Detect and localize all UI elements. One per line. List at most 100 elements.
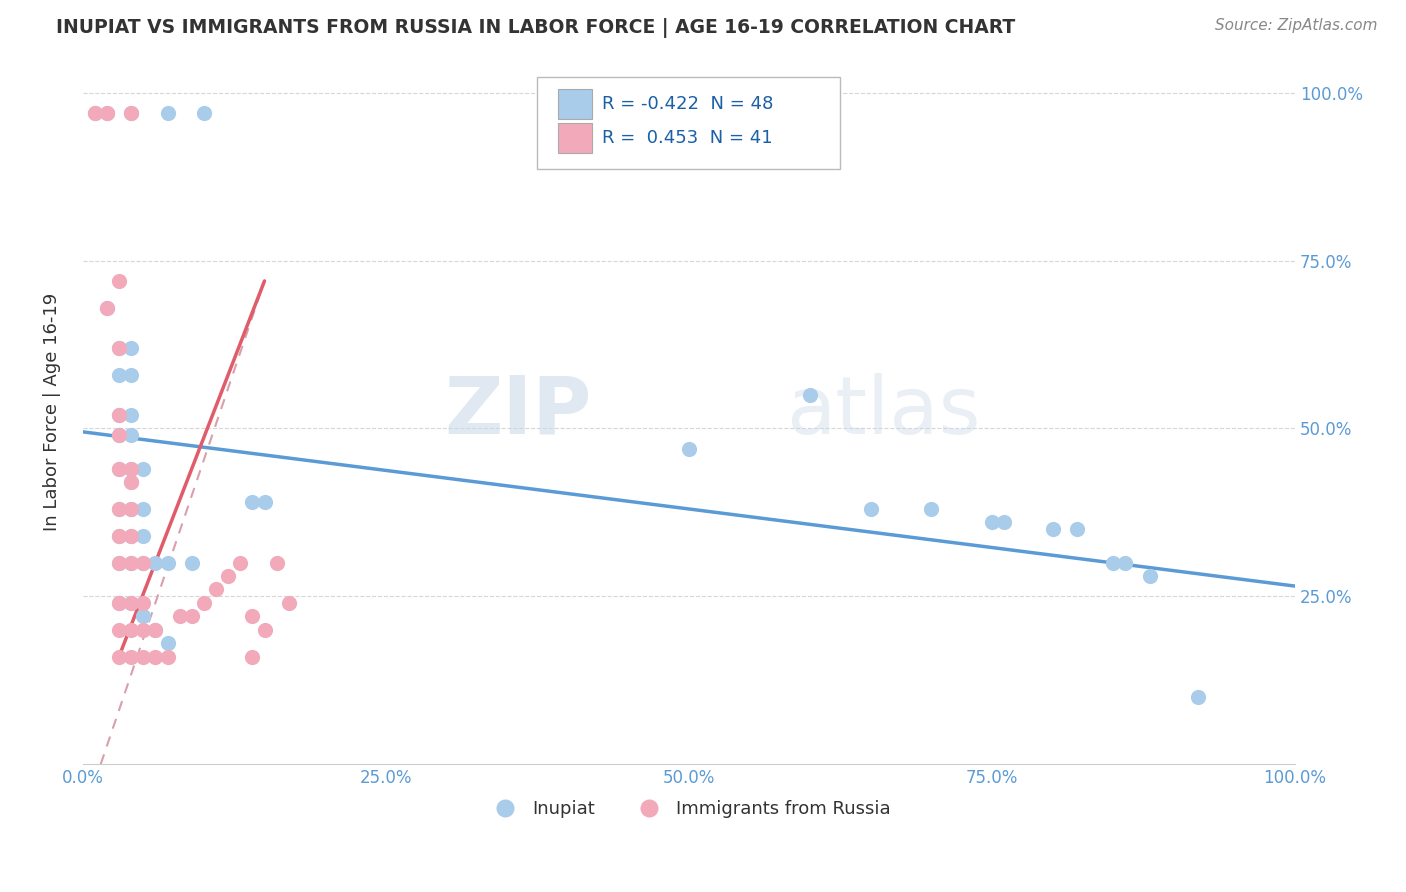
Point <box>169 609 191 624</box>
Point <box>120 556 142 570</box>
Point <box>83 106 105 120</box>
Text: R = -0.422  N = 48: R = -0.422 N = 48 <box>602 95 773 113</box>
Point <box>217 569 239 583</box>
FancyBboxPatch shape <box>537 78 841 169</box>
FancyBboxPatch shape <box>558 89 592 119</box>
Legend: Inupiat, Immigrants from Russia: Inupiat, Immigrants from Russia <box>479 793 898 825</box>
Point <box>1066 522 1088 536</box>
Y-axis label: In Labor Force | Age 16-19: In Labor Force | Age 16-19 <box>44 293 60 531</box>
Text: INUPIAT VS IMMIGRANTS FROM RUSSIA IN LABOR FORCE | AGE 16-19 CORRELATION CHART: INUPIAT VS IMMIGRANTS FROM RUSSIA IN LAB… <box>56 18 1015 37</box>
Point <box>96 301 118 315</box>
Point <box>859 502 882 516</box>
Point <box>277 596 299 610</box>
Point <box>1042 522 1064 536</box>
Point <box>83 106 105 120</box>
Point <box>108 428 131 442</box>
Point <box>108 529 131 543</box>
Point <box>108 649 131 664</box>
Point <box>120 529 142 543</box>
Point <box>132 556 155 570</box>
Point <box>180 556 202 570</box>
Point <box>920 502 942 516</box>
Point <box>120 502 142 516</box>
Point <box>156 106 179 120</box>
Point <box>193 106 215 120</box>
Point <box>108 556 131 570</box>
Point <box>132 529 155 543</box>
Point <box>120 475 142 490</box>
Point <box>205 582 228 597</box>
Point <box>120 461 142 475</box>
Point <box>120 596 142 610</box>
Point <box>132 623 155 637</box>
Point <box>193 596 215 610</box>
Point <box>96 301 118 315</box>
Text: Source: ZipAtlas.com: Source: ZipAtlas.com <box>1215 18 1378 33</box>
Point <box>108 461 131 475</box>
Point <box>108 623 131 637</box>
Point <box>120 428 142 442</box>
Point <box>132 649 155 664</box>
Point <box>1187 690 1209 704</box>
Point <box>120 368 142 382</box>
Point <box>108 368 131 382</box>
Point <box>108 408 131 422</box>
Point <box>980 516 1002 530</box>
Point <box>120 529 142 543</box>
Point <box>1114 556 1136 570</box>
Point <box>108 502 131 516</box>
Point <box>120 341 142 355</box>
Point <box>180 609 202 624</box>
Point <box>120 106 142 120</box>
Point <box>266 556 288 570</box>
Point <box>253 623 276 637</box>
Point <box>108 341 131 355</box>
Point <box>108 529 131 543</box>
Point <box>132 556 155 570</box>
Point <box>156 636 179 650</box>
Point <box>108 502 131 516</box>
Point <box>156 556 179 570</box>
Point <box>108 556 131 570</box>
FancyBboxPatch shape <box>558 123 592 153</box>
Point <box>253 495 276 509</box>
Point <box>120 461 142 475</box>
Point <box>242 495 264 509</box>
Point <box>145 623 167 637</box>
Point <box>145 649 167 664</box>
Point <box>96 106 118 120</box>
Point <box>120 502 142 516</box>
Point <box>108 408 131 422</box>
Text: ZIP: ZIP <box>444 373 592 450</box>
Point <box>120 596 142 610</box>
Point <box>678 442 700 456</box>
Point <box>229 556 252 570</box>
Point <box>132 502 155 516</box>
Point <box>108 274 131 288</box>
Point <box>108 596 131 610</box>
Point <box>120 475 142 490</box>
Point <box>156 649 179 664</box>
Point <box>108 461 131 475</box>
Point <box>108 596 131 610</box>
Point <box>120 408 142 422</box>
Point <box>799 388 821 402</box>
Point <box>242 649 264 664</box>
Point <box>993 516 1015 530</box>
Point <box>132 596 155 610</box>
Text: R =  0.453  N = 41: R = 0.453 N = 41 <box>602 129 772 147</box>
Point <box>108 341 131 355</box>
Point <box>120 623 142 637</box>
Point <box>1139 569 1161 583</box>
Point <box>1102 556 1125 570</box>
Point <box>145 556 167 570</box>
Point <box>145 623 167 637</box>
Point <box>132 609 155 624</box>
Point <box>120 556 142 570</box>
Point <box>120 649 142 664</box>
Point <box>132 461 155 475</box>
Point <box>96 106 118 120</box>
Point <box>120 106 142 120</box>
Point <box>108 428 131 442</box>
Text: atlas: atlas <box>786 373 980 450</box>
